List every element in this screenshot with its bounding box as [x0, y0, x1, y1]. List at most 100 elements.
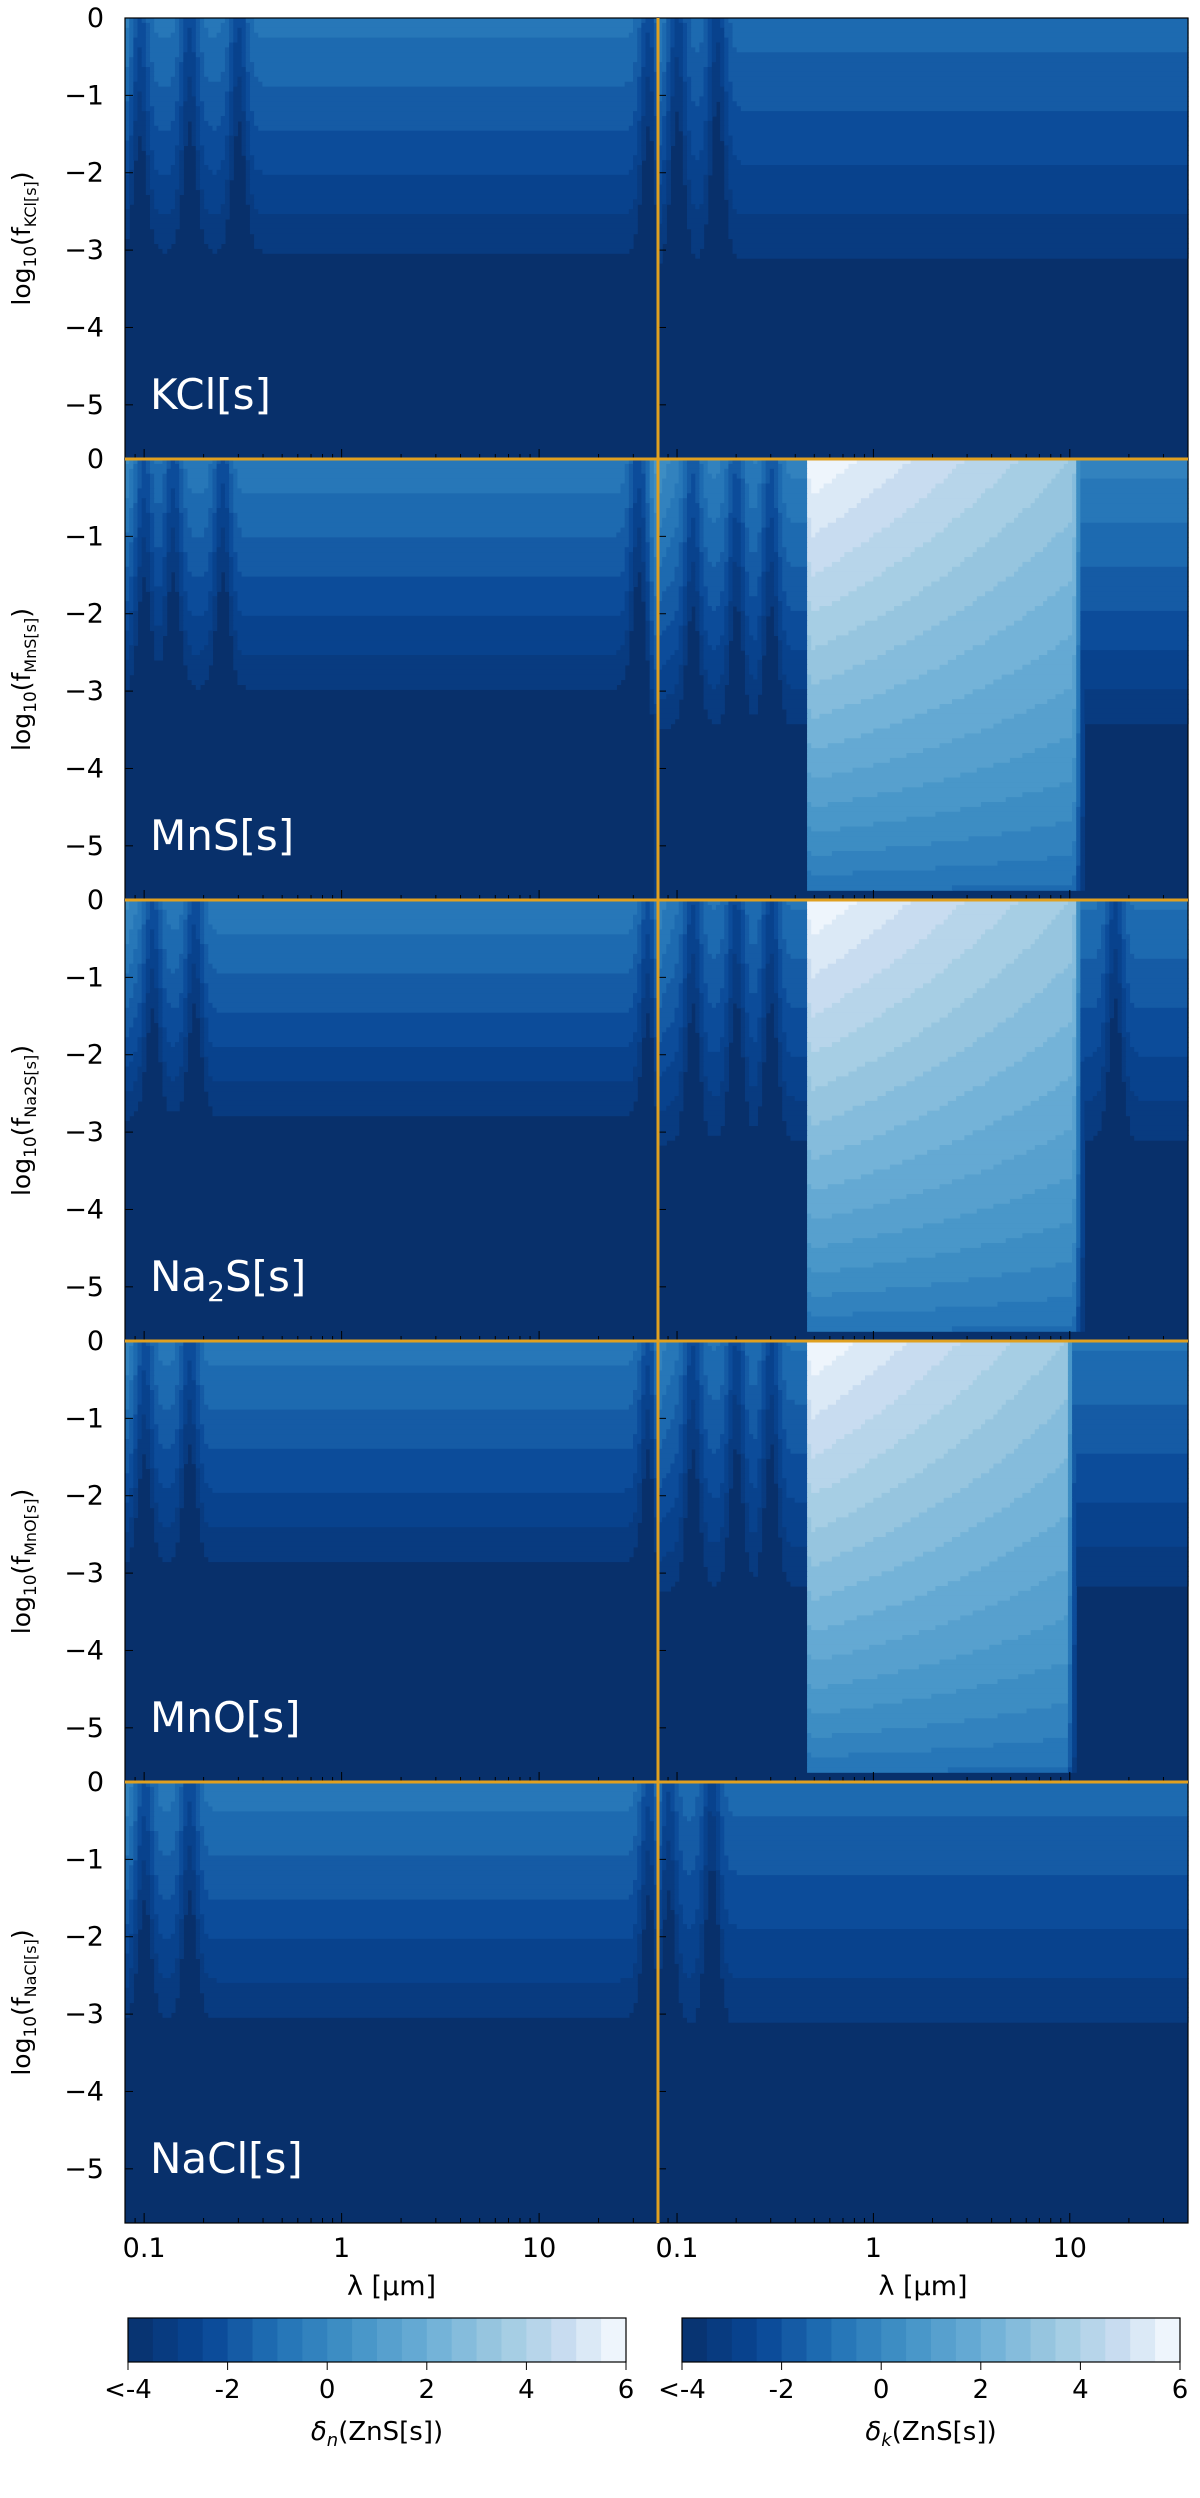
contour-cell	[1105, 924, 1110, 930]
contour-cell	[744, 581, 750, 587]
contour-cell	[1022, 753, 1077, 759]
contour-cell	[695, 968, 701, 975]
contour-cell	[133, 635, 139, 641]
contour-cell	[216, 498, 222, 504]
contour-cell	[703, 517, 713, 524]
contour-cell	[187, 32, 193, 39]
contour-cell	[624, 630, 630, 636]
contour-cell	[637, 184, 642, 191]
contour-cell	[658, 101, 667, 107]
contour-cell	[229, 586, 234, 592]
contour-cell	[208, 635, 214, 641]
contour-cell	[174, 27, 180, 34]
contour-cell	[645, 914, 651, 921]
contour-cell	[624, 517, 630, 524]
contour-cell	[628, 929, 638, 935]
contour-cell	[649, 125, 655, 132]
panel-na2s-n	[124, 899, 659, 1342]
contour-cell	[199, 904, 205, 911]
contour-cell	[129, 900, 139, 906]
contour-cell	[220, 532, 226, 538]
contour-cell	[703, 125, 709, 132]
contour-cell	[744, 944, 763, 950]
contour-cell	[773, 517, 779, 524]
contour-cell	[149, 478, 155, 485]
contour-cell	[199, 130, 230, 137]
contour-cell	[195, 169, 201, 176]
contour-cell	[141, 18, 147, 24]
contour-cell	[856, 944, 916, 950]
contour-cell	[162, 1071, 168, 1077]
contour-cell	[980, 802, 1073, 808]
contour-cell	[249, 179, 638, 186]
contour-cell	[162, 561, 168, 568]
contour-cell	[695, 561, 701, 568]
contour-cell	[154, 512, 164, 519]
contour-cell	[229, 561, 234, 568]
contour-cell	[645, 532, 651, 538]
contour-cell	[914, 503, 974, 509]
contour-cell	[786, 552, 808, 558]
contour-cell	[1080, 914, 1106, 921]
contour-cell	[699, 150, 709, 156]
contour-cell	[645, 601, 651, 607]
contour-cell	[662, 561, 680, 568]
contour-cell	[811, 870, 854, 877]
contour-cell	[158, 909, 164, 916]
contour-cell	[125, 67, 130, 73]
contour-cell	[682, 150, 688, 156]
contour-cell	[678, 904, 684, 911]
contour-cell	[761, 929, 767, 935]
contour-cell	[641, 140, 647, 146]
contour-cell	[653, 1047, 659, 1053]
contour-cell	[695, 478, 701, 485]
contour-cell	[695, 610, 701, 617]
contour-cell	[653, 704, 659, 710]
contour-cell	[682, 463, 688, 470]
contour-cell	[145, 155, 151, 161]
contour-cell	[149, 552, 155, 558]
contour-cell	[129, 67, 134, 73]
contour-cell	[237, 561, 626, 568]
contour-cell	[666, 42, 672, 48]
contour-cell	[666, 586, 680, 592]
contour-cell	[208, 983, 638, 989]
contour-cell	[199, 86, 230, 93]
contour-cell	[757, 591, 763, 597]
contour-cell	[778, 630, 787, 636]
contour-cell	[633, 493, 638, 499]
contour-cell	[720, 130, 725, 137]
contour-cell	[728, 96, 734, 102]
contour-cell	[749, 708, 758, 715]
contour-cell	[170, 924, 180, 930]
contour-cell	[208, 508, 218, 514]
contour-cell	[237, 27, 243, 34]
contour-cell	[645, 91, 655, 97]
contour-cell	[682, 645, 688, 651]
contour-cell	[1080, 934, 1102, 940]
contour-cell	[637, 174, 642, 181]
contour-cell	[145, 542, 151, 548]
contour-cell	[653, 512, 659, 519]
contour-cell	[125, 459, 130, 465]
contour-cell	[670, 130, 676, 137]
contour-cell	[873, 821, 1057, 828]
contour-cell	[686, 37, 692, 44]
contour-cell	[137, 571, 151, 578]
contour-cell	[807, 655, 879, 661]
contour-cell	[947, 473, 1003, 480]
contour-cell	[740, 944, 746, 950]
contour-cell	[951, 699, 1048, 705]
contour-cell	[749, 659, 758, 666]
contour-cell	[703, 194, 709, 200]
contour-cell	[1105, 953, 1110, 960]
contour-cell	[187, 483, 209, 489]
contour-cell	[703, 659, 725, 666]
contour-cell	[645, 591, 651, 597]
contour-cell	[1047, 483, 1073, 489]
contour-cell	[199, 165, 209, 171]
contour-cell	[229, 155, 234, 161]
contour-cell	[686, 483, 692, 489]
contour-cell	[1076, 635, 1081, 641]
contour-cell	[765, 900, 771, 906]
